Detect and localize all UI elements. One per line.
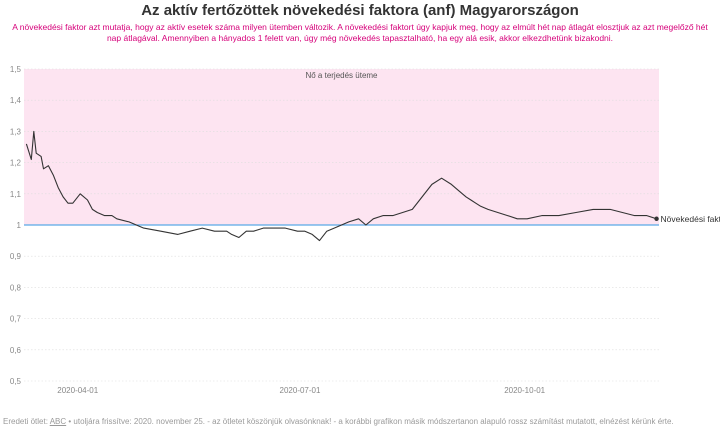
y-tick-label: 1,2 [10, 159, 22, 168]
series-end-point [654, 216, 659, 221]
y-tick-label: 1,4 [10, 96, 22, 105]
y-tick-label: 1,3 [10, 127, 22, 136]
y-tick-label: 1 [17, 221, 22, 230]
series-label: Növekedési faktor [661, 214, 720, 224]
y-tick-label: 0,7 [10, 315, 22, 324]
chart-title: Az aktív fertőzöttek növekedési faktora … [141, 2, 579, 19]
y-tick-label: 1,5 [10, 65, 22, 74]
y-tick-label: 0,8 [10, 283, 22, 292]
source-footer: Eredeti ötlet: ABC • utoljára frissítve:… [3, 417, 717, 426]
y-tick-label: 1,1 [10, 190, 22, 199]
growth-band [24, 69, 659, 225]
y-tick-label: 0,6 [10, 346, 22, 355]
footer-prefix: Eredeti ötlet: [3, 417, 50, 426]
source-link[interactable]: ABC [49, 417, 67, 426]
y-tick-label: 0,9 [10, 252, 22, 261]
chart-subtitle: A növekedési faktor azt mutatja, hogy az… [12, 22, 708, 43]
x-tick-label: 2020-04-01 [57, 386, 98, 395]
x-tick-label: 2020-07-01 [280, 386, 321, 395]
footer-suffix: • utoljára frissítve: 2020. november 25.… [66, 417, 674, 426]
series-line [25, 130, 657, 242]
y-tick-label: 0,5 [10, 377, 22, 386]
band-label: Nő a terjedés üteme [305, 71, 378, 80]
x-tick-label: 2020-10-01 [504, 386, 545, 395]
